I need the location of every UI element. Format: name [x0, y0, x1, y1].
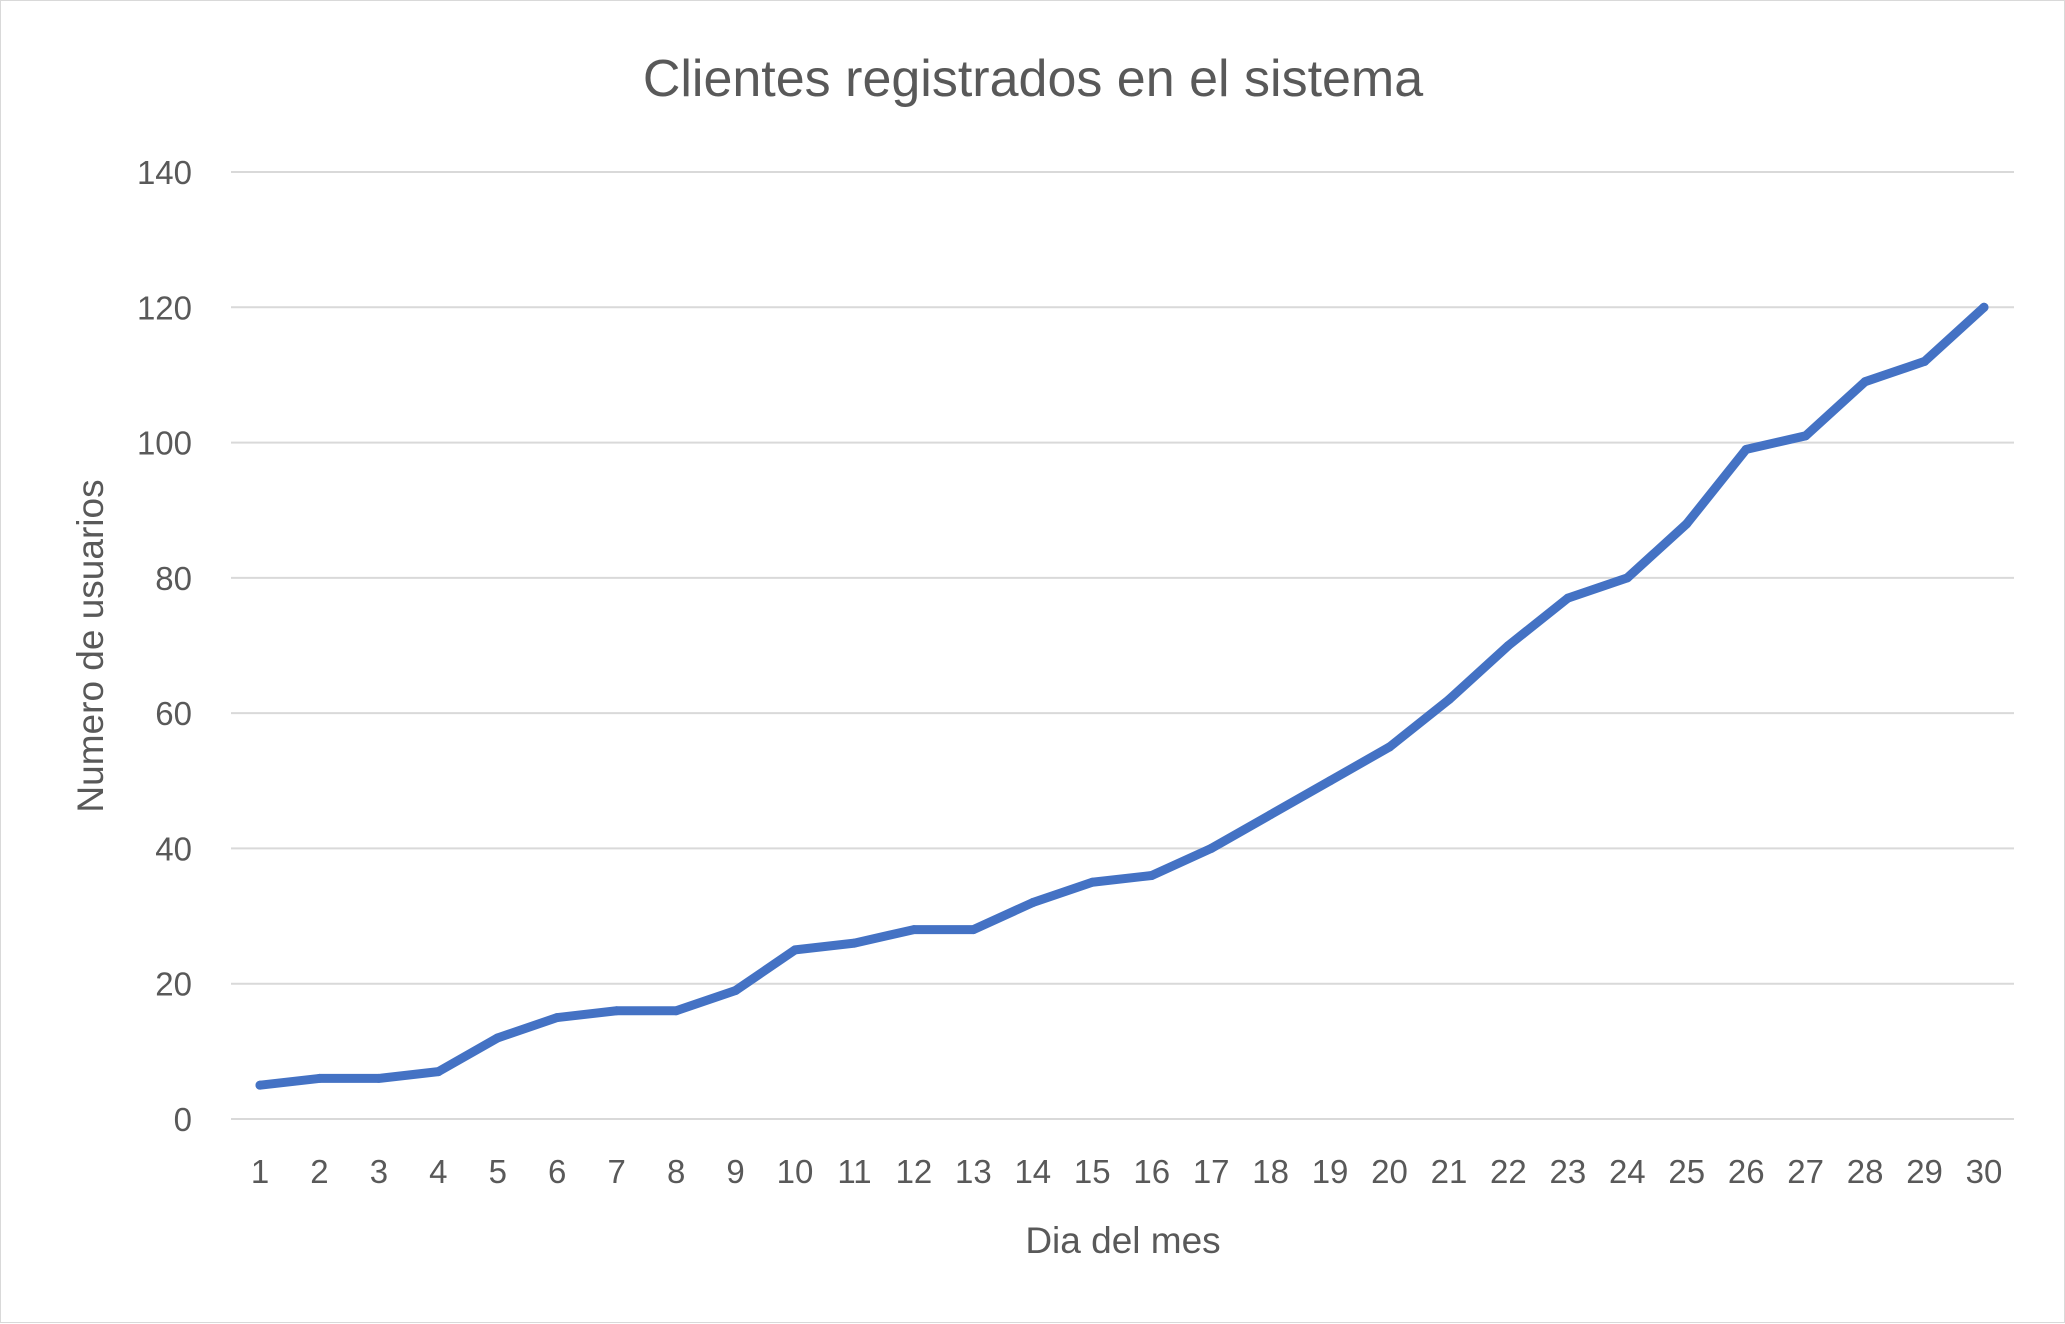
x-tick-label: 3 — [370, 1153, 388, 1190]
data-point — [255, 1080, 265, 1090]
y-tick-label: 0 — [174, 1101, 192, 1138]
data-point — [1979, 302, 1989, 312]
x-tick-label: 20 — [1371, 1153, 1408, 1190]
data-point — [1206, 843, 1216, 853]
data-point — [1444, 695, 1454, 705]
x-tick-label: 13 — [955, 1153, 992, 1190]
data-point — [1920, 356, 1930, 366]
x-tick-label: 6 — [548, 1153, 566, 1190]
x-tick-label: 25 — [1668, 1153, 1705, 1190]
x-tick-label: 12 — [896, 1153, 933, 1190]
x-tick-label: 1 — [251, 1153, 269, 1190]
x-tick-label: 22 — [1490, 1153, 1527, 1190]
x-tick-label: 14 — [1014, 1153, 1051, 1190]
x-tick-label: 24 — [1609, 1153, 1646, 1190]
data-point — [1147, 870, 1157, 880]
data-point — [1385, 742, 1395, 752]
y-tick-label: 60 — [155, 695, 192, 732]
x-tick-label: 23 — [1550, 1153, 1587, 1190]
data-point — [1087, 877, 1097, 887]
x-tick-label: 15 — [1074, 1153, 1111, 1190]
data-point — [433, 1067, 443, 1077]
x-tick-label: 21 — [1431, 1153, 1468, 1190]
x-tick-label: 26 — [1728, 1153, 1765, 1190]
data-point — [1325, 776, 1335, 786]
data-point — [1622, 573, 1632, 583]
series-line — [255, 302, 1989, 1090]
x-tick-label: 18 — [1252, 1153, 1289, 1190]
x-tick-label: 29 — [1906, 1153, 1943, 1190]
data-point — [909, 925, 919, 935]
data-point — [1266, 810, 1276, 820]
data-point — [1682, 519, 1692, 529]
y-tick-label: 20 — [155, 966, 192, 1003]
data-point — [968, 925, 978, 935]
data-point — [1741, 444, 1751, 454]
data-point — [612, 1006, 622, 1016]
data-point — [1563, 593, 1573, 603]
data-point — [731, 985, 741, 995]
x-tick-label: 28 — [1847, 1153, 1884, 1190]
x-tick-label: 5 — [489, 1153, 507, 1190]
x-tick-label: 8 — [667, 1153, 685, 1190]
x-tick-label: 11 — [837, 1153, 871, 1190]
y-tick-label: 80 — [155, 560, 192, 597]
x-tick-label: 7 — [608, 1153, 626, 1190]
x-tick-label: 9 — [726, 1153, 744, 1190]
gridlines — [231, 171, 2014, 1120]
data-point — [1860, 377, 1870, 387]
y-tick-label: 120 — [137, 289, 192, 326]
y-tick-label: 40 — [155, 830, 192, 867]
x-tick-label: 17 — [1193, 1153, 1230, 1190]
x-tick-label: 4 — [429, 1153, 447, 1190]
data-point — [374, 1073, 384, 1083]
x-tick-label: 27 — [1787, 1153, 1824, 1190]
y-tick-label: 100 — [137, 425, 192, 462]
y-tick-label: 140 — [137, 154, 192, 191]
data-point — [314, 1073, 324, 1083]
x-tick-label: 2 — [310, 1153, 328, 1190]
x-axis-title: Dia del mes — [1025, 1220, 1220, 1261]
y-axis-title: Numero de usuarios — [70, 479, 111, 812]
x-tick-label: 10 — [777, 1153, 814, 1190]
y-axis-tick-labels: 0 20 40 60 80 100 120 140 — [137, 154, 192, 1138]
data-point — [790, 945, 800, 955]
x-tick-label: 19 — [1312, 1153, 1349, 1190]
series-layer — [255, 302, 1989, 1090]
data-point — [552, 1013, 562, 1023]
data-point — [1801, 431, 1811, 441]
chart-title: Clientes registrados en el sistema — [643, 50, 1423, 108]
data-point — [493, 1033, 503, 1043]
x-tick-label: 30 — [1966, 1153, 2003, 1190]
data-point — [1028, 898, 1038, 908]
x-tick-label: 16 — [1133, 1153, 1170, 1190]
data-point — [671, 1006, 681, 1016]
data-point — [1503, 641, 1513, 650]
x-axis-tick-labels: 1 2 3 4 5 6 7 8 9 10 11 12 13 14 15 16 17 18 19 20 21 22 23 24 2… — [251, 1153, 2003, 1190]
data-point — [849, 938, 859, 948]
